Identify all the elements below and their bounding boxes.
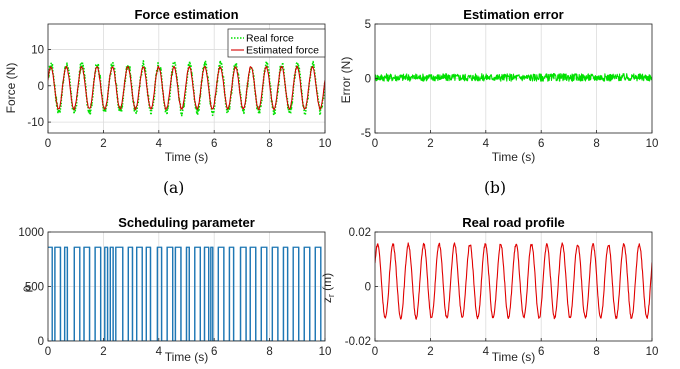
ylabel-road-text: zr (m) <box>320 273 336 303</box>
ylabel-error: Error (N) <box>339 57 353 104</box>
y-tick-label: -10 <box>27 117 44 129</box>
x-tick-label: 6 <box>538 138 544 150</box>
panel-scheduling-parameter: Scheduling parameter Time (s) ρ 0 2 4 6 8 100… <box>18 215 331 364</box>
legend-box <box>227 28 326 58</box>
ylabel-force: Force (N) <box>4 63 18 114</box>
title-estimation-error: Estimation error <box>463 7 563 22</box>
x-tick-label: 4 <box>156 346 163 358</box>
y-tick-label: 0.02 <box>349 227 371 239</box>
x-tick-label: 4 <box>483 346 490 358</box>
x-tick-label: 2 <box>100 138 106 150</box>
x-tick-label: 6 <box>211 346 217 358</box>
xlabel-error: Time (s) <box>492 150 536 164</box>
y-tick-label: -5 <box>361 128 371 140</box>
data-layer <box>48 246 325 341</box>
ylabel-scheduling: ρ <box>19 285 33 292</box>
y-tick-label: 1000 <box>18 227 44 239</box>
axes-frame <box>47 23 326 134</box>
caption-a: (a) <box>163 179 184 197</box>
x-tick-label: 10 <box>646 346 659 358</box>
x-tick-label: 6 <box>211 138 217 150</box>
x-tick-label: 8 <box>266 138 272 150</box>
x-tick-label: 4 <box>483 138 490 150</box>
x-tick-label: 10 <box>319 138 332 150</box>
x-tick-label: 2 <box>100 346 106 358</box>
x-tick-label: 8 <box>266 346 272 358</box>
x-tick-label: 6 <box>538 346 544 358</box>
y-tick-label: 500 <box>25 282 44 294</box>
panel-road-profile: Real road profile Time (s) zr (m) 0 2 4 6 8 1… <box>320 215 658 364</box>
x-tick-label: 8 <box>593 138 599 150</box>
x-tick-label: 0 <box>45 346 51 358</box>
x-tick-label: 0 <box>372 346 378 358</box>
xlabel-road: Time (s) <box>492 350 536 364</box>
series-line-line <box>375 242 652 320</box>
legend-entry: Estimated force <box>246 45 319 57</box>
x-tick-label: 10 <box>319 346 332 358</box>
legend-entry: Real force <box>246 33 294 45</box>
data-layer <box>375 242 652 320</box>
xlabel-force: Time (s) <box>165 150 209 164</box>
x-tick-label: 0 <box>372 138 378 150</box>
series-line-line <box>375 73 652 82</box>
y-tick-label: -0.02 <box>345 336 371 348</box>
y-tick-label: 0 <box>365 74 371 86</box>
x-tick-label: 10 <box>646 138 659 150</box>
x-tick-label: 4 <box>156 138 163 150</box>
x-tick-label: 0 <box>45 138 51 150</box>
y-tick-label: 0 <box>38 81 44 93</box>
x-tick-label: 8 <box>593 346 599 358</box>
xlabel-scheduling: Time (s) <box>165 350 209 364</box>
y-tick-label: 10 <box>31 44 44 56</box>
caption-b: (b) <box>484 179 506 197</box>
y-tick-label: 5 <box>365 19 371 31</box>
title-road: Real road profile <box>462 215 565 230</box>
title-scheduling: Scheduling parameter <box>118 215 255 230</box>
title-force-estimation: Force estimation <box>134 7 238 22</box>
panel-estimation-error: Estimation error Time (s) Error (N) 0 2 4 6… <box>339 7 658 164</box>
data-layer <box>375 73 652 82</box>
x-tick-label: 2 <box>427 346 433 358</box>
y-tick-label: 0 <box>38 336 44 348</box>
y-tick-label: 0 <box>365 282 371 294</box>
ylabel-road: zr (m) <box>320 273 336 303</box>
data-layer <box>48 59 325 117</box>
series-line-estimated-force <box>48 65 325 111</box>
panel-force-estimation: Force estimation Time (s) Force (N) 0 2 4 6… <box>4 7 331 164</box>
x-tick-label: 2 <box>427 138 433 150</box>
